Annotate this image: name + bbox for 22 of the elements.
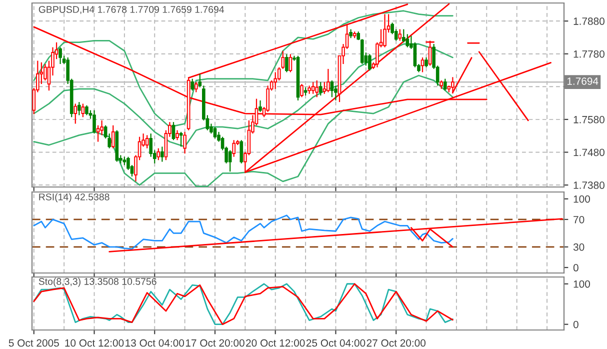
ref-line-label: 1.7694: [567, 77, 598, 85]
y-tick-label: 1.7480: [574, 148, 604, 156]
y-tick-label: 30: [573, 243, 584, 251]
x-tick-label: 20 Oct 12:00: [246, 339, 305, 347]
x-tick-label: 13 Oct 04:00: [126, 339, 184, 347]
y-tick-label: 1.7580: [574, 116, 604, 124]
y-tick-label: 1.7380: [574, 182, 604, 189]
x-tick-label: 27 Oct 20:00: [366, 339, 426, 347]
y-tick-label: 70: [574, 216, 584, 224]
y-tick-label: 100: [574, 280, 590, 288]
x-tick-label: 25 Oct 04:00: [306, 339, 366, 347]
x-tick-label: 17 Oct 20:00: [186, 339, 244, 347]
x-tick-label: 5 Oct 2005: [8, 339, 59, 347]
x-tick-label: 10 Oct 12:00: [65, 339, 124, 347]
chart-title: Sto(8,3,3) 13.3508 10.5756: [38, 278, 156, 287]
chart-title: GBPUSD,H4 1.7678 1.7709 1.7659 1.7694: [38, 6, 224, 14]
y-tick-label: 0: [573, 320, 578, 328]
chart-title: RSI(14) 42.5388: [39, 193, 110, 202]
y-tick-label: 1.7880: [574, 18, 604, 25]
y-tick-label: 1.7780: [574, 50, 604, 58]
y-tick-label: 0: [573, 264, 578, 272]
y-tick-label: 100: [574, 195, 590, 203]
